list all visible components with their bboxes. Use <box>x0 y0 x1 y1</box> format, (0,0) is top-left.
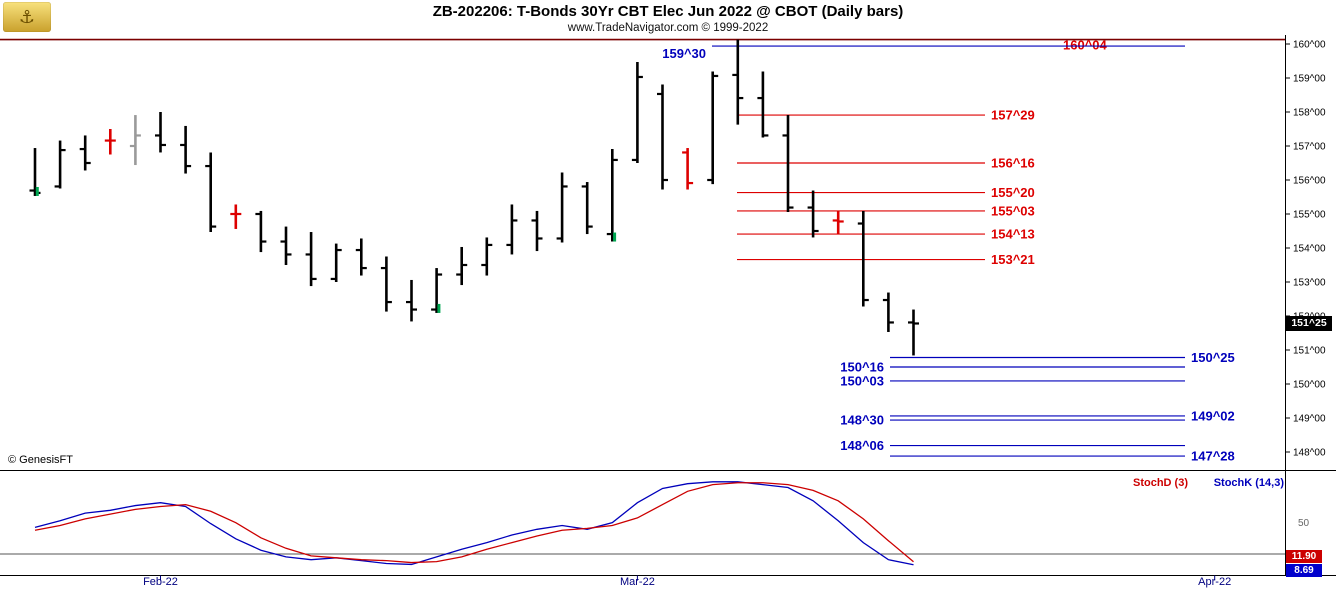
price-level-label: 153^21 <box>991 252 1035 267</box>
genesisft-watermark: © GenesisFT <box>8 454 73 466</box>
stochd-line <box>34 482 914 564</box>
last-price-badge: 151^25 <box>1286 316 1332 331</box>
price-level-label: 160^04 <box>1063 38 1108 53</box>
axis-tick-label: 154^00 <box>1293 244 1326 255</box>
price-level-label: 148^06 <box>840 438 884 453</box>
chart-title: ZB-202206: T-Bonds 30Yr CBT Elec Jun 202… <box>432 3 904 20</box>
axis-tick-label: 157^00 <box>1293 142 1326 153</box>
price-level-label: 150^03 <box>840 373 884 388</box>
axis-tick-label: 153^00 <box>1293 278 1326 289</box>
stochk-value-badge: 8.69 <box>1286 564 1322 577</box>
month-label-mar: Mar-22 <box>619 576 655 588</box>
price-level-label: 154^13 <box>991 227 1035 242</box>
genesis-logo: ⚓ <box>3 2 51 32</box>
stoch-scale-label: 50 <box>1298 518 1310 529</box>
axis-tick-label: 160^00 <box>1293 40 1326 51</box>
axis-tick-label: 158^00 <box>1293 108 1326 119</box>
stochk-line <box>34 481 914 566</box>
price-level-label: 157^29 <box>991 108 1035 123</box>
axis-tick-label: 159^00 <box>1293 74 1326 85</box>
axis-tick-label: 149^00 <box>1293 414 1326 425</box>
axis-tick-label: 155^00 <box>1293 210 1326 221</box>
price-level-label: 150^25 <box>1191 350 1235 365</box>
axis-tick-label: 156^00 <box>1293 176 1326 187</box>
signal-marker <box>437 303 441 313</box>
signal-marker <box>613 232 617 242</box>
axis-tick-label: 150^00 <box>1293 380 1326 391</box>
axis-tick-label: 148^00 <box>1293 448 1326 459</box>
price-level-label: 147^28 <box>1191 449 1235 464</box>
stochd-legend-label: StochD (3) <box>1133 477 1188 489</box>
month-label-feb: Feb-22 <box>143 576 178 588</box>
price-level-label: 156^16 <box>991 156 1035 171</box>
chart-subtitle: www.TradeNavigator.com © 1999-2022 <box>567 22 769 34</box>
month-label-apr: Apr-22 <box>1198 576 1232 588</box>
price-level-label: 159^30 <box>662 46 706 61</box>
axis-tick-label: 151^00 <box>1293 346 1326 357</box>
signal-marker <box>35 186 39 196</box>
stochk-legend-label: StochK (14,3) <box>1213 477 1284 489</box>
price-level-label: 149^02 <box>1191 408 1235 423</box>
price-level-label: 150^16 <box>840 360 884 375</box>
stochd-value-badge: 11.90 <box>1286 550 1322 563</box>
price-level-label: 155^20 <box>991 185 1035 200</box>
price-level-label: 148^30 <box>840 413 884 428</box>
price-level-label: 155^03 <box>991 203 1035 218</box>
anchor-icon: ⚓ <box>18 6 36 27</box>
